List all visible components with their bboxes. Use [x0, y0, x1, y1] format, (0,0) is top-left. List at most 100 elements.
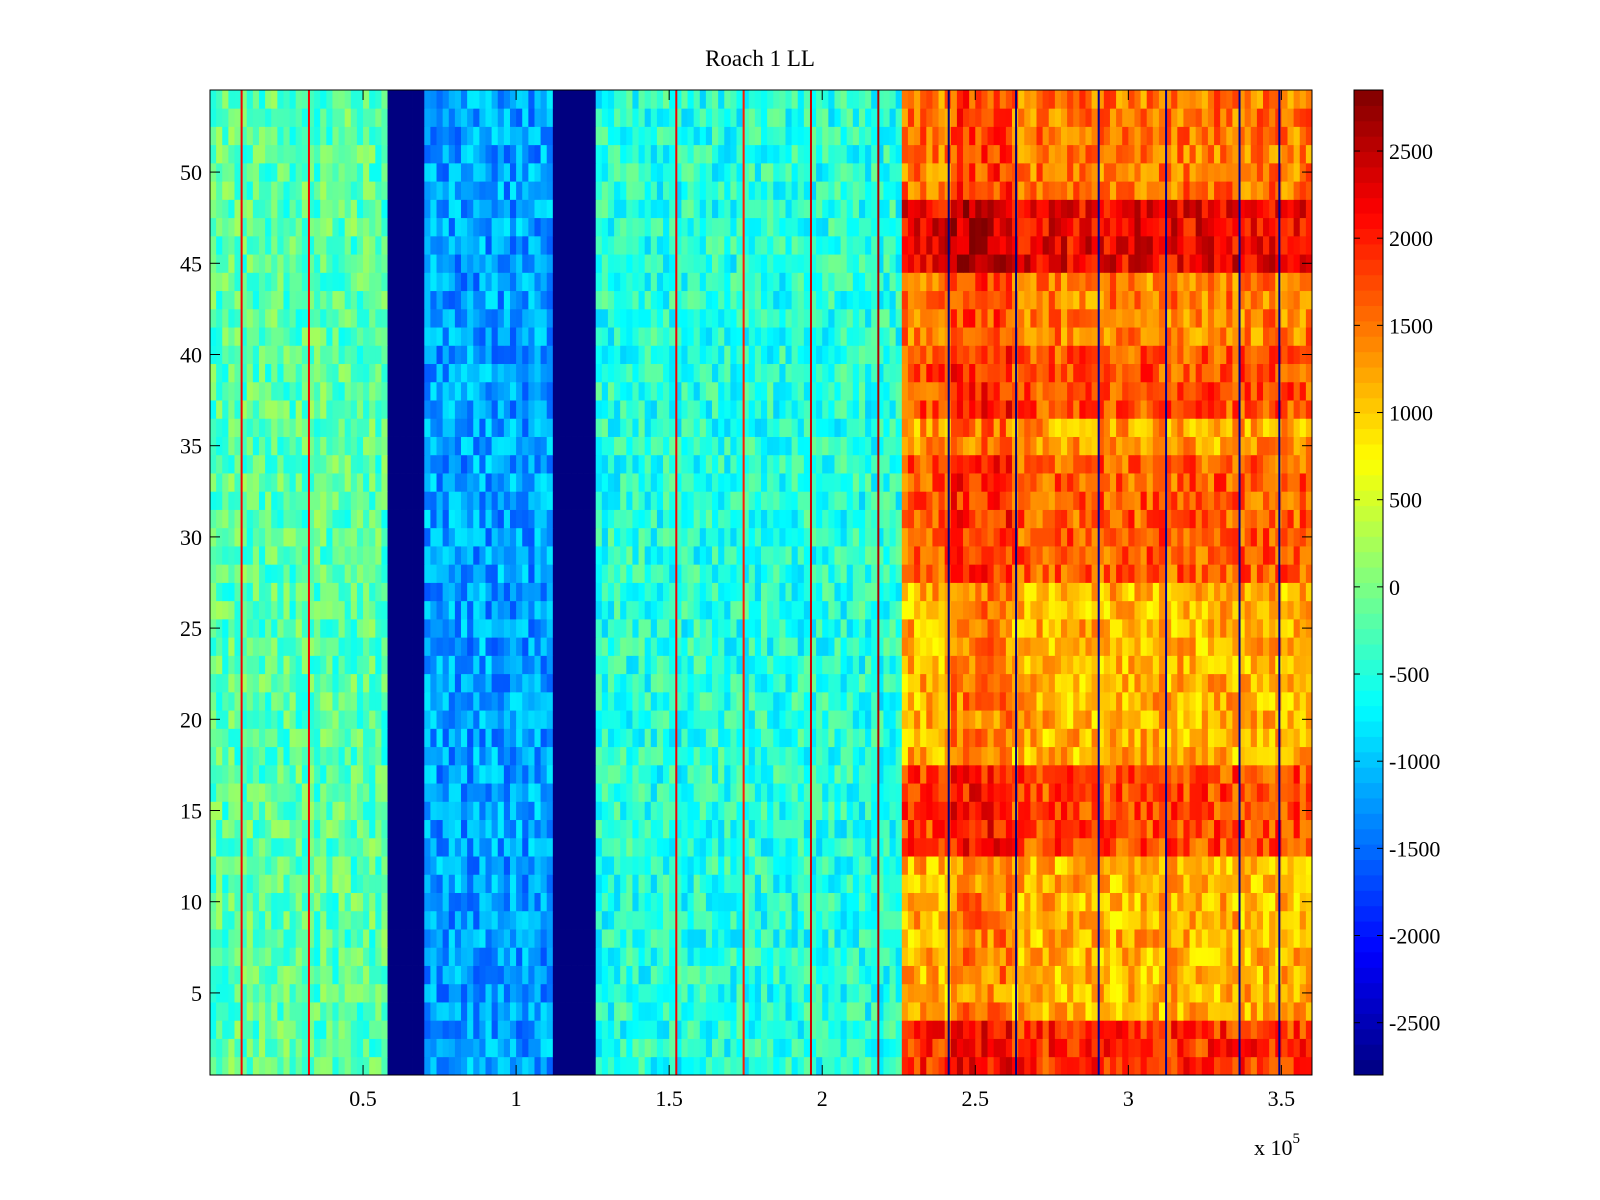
heatmap-cell [1293, 819, 1301, 839]
heatmap-cell [210, 837, 217, 857]
heatmap-cell [797, 947, 805, 966]
heatmap-cell [785, 983, 793, 1003]
heatmap-cell [1256, 637, 1264, 656]
heatmap-cell [724, 783, 731, 802]
heatmap-cell [1134, 801, 1141, 821]
heatmap-cell [1165, 618, 1172, 638]
heatmap-cell [803, 1002, 811, 1021]
heatmap-cell [993, 874, 1001, 893]
heatmap-cell [540, 856, 548, 875]
heatmap-cell [1103, 947, 1111, 966]
heatmap-cell [1207, 874, 1215, 893]
heatmap-cell [1287, 618, 1295, 638]
heatmap-cell [1005, 600, 1013, 620]
heatmap-cell [828, 1038, 835, 1058]
heatmap-cell [387, 564, 395, 583]
heatmap-cell [754, 819, 762, 839]
heatmap-cell [858, 910, 866, 930]
heatmap-cell [399, 655, 407, 675]
heatmap-cell [307, 764, 315, 784]
heatmap-cell [1109, 728, 1117, 748]
heatmap-cell [644, 710, 652, 729]
heatmap-cell [883, 983, 890, 1003]
heatmap-cell [693, 1038, 701, 1058]
heatmap-cell [1042, 1038, 1050, 1058]
heatmap-cell [222, 819, 229, 839]
heatmap-cell [1073, 1056, 1080, 1076]
heatmap-cell [1256, 819, 1264, 839]
heatmap-cell [601, 892, 609, 912]
heatmap-cell [228, 728, 235, 748]
heatmap-cell [803, 929, 811, 948]
heatmap-cell [558, 910, 566, 930]
heatmap-cell [1042, 874, 1050, 893]
heatmap-cell [454, 947, 462, 966]
heatmap-cell [265, 1056, 272, 1076]
heatmap-cell [877, 582, 884, 602]
heatmap-cell [375, 710, 382, 729]
heatmap-cell [522, 618, 529, 638]
heatmap-cell [595, 655, 603, 675]
heatmap-cell [1195, 837, 1203, 857]
heatmap-cell [846, 892, 854, 912]
heatmap-cell [558, 710, 566, 729]
heatmap-cell [730, 691, 737, 711]
heatmap-cell [338, 1056, 346, 1076]
heatmap-cell [1152, 582, 1160, 602]
heatmap-cell [601, 600, 609, 620]
heatmap-cell [454, 600, 462, 620]
heatmap-cell [497, 910, 505, 930]
heatmap-cell [901, 1020, 909, 1039]
heatmap-cell [534, 965, 541, 985]
heatmap-cell [485, 1038, 493, 1058]
heatmap-cell [228, 874, 235, 893]
heatmap-cell [473, 746, 480, 766]
heatmap-cell [963, 910, 970, 930]
heatmap-cell [1293, 746, 1301, 766]
heatmap-cell [552, 764, 560, 784]
heatmap-cell [950, 874, 958, 893]
heatmap-cell [252, 1038, 260, 1058]
heatmap-cell [920, 892, 927, 912]
heatmap-cell [552, 691, 560, 711]
heatmap-cell [234, 746, 242, 766]
heatmap-cell [534, 947, 541, 966]
heatmap-cell [950, 983, 958, 1003]
heatmap-cell [932, 1038, 939, 1058]
heatmap-cell [1226, 1020, 1233, 1039]
heatmap-cell [1214, 746, 1221, 766]
heatmap-cell [932, 1002, 939, 1021]
heatmap-cell [803, 673, 811, 693]
heatmap-cell [626, 783, 633, 802]
heatmap-cell [430, 764, 437, 784]
heatmap-cell [1042, 856, 1050, 875]
heatmap-cell [614, 764, 621, 784]
heatmap-cell [338, 710, 346, 729]
heatmap-cell [546, 783, 554, 802]
heatmap-cell [424, 1002, 431, 1021]
heatmap-cell [987, 892, 995, 912]
heatmap-cell [736, 691, 744, 711]
heatmap-cell [816, 673, 823, 693]
heatmap-cell [436, 637, 444, 656]
heatmap-cell [326, 892, 333, 912]
heatmap-cell [332, 618, 339, 638]
heatmap-cell [571, 764, 578, 784]
heatmap-cell [981, 947, 988, 966]
heatmap-cell [210, 582, 217, 602]
heatmap-cell [1183, 892, 1190, 912]
heatmap-cell [681, 983, 688, 1003]
heatmap-cell [424, 856, 431, 875]
heatmap-cell [932, 746, 939, 766]
heatmap-cell [326, 673, 333, 693]
heatmap-cell [1226, 1056, 1233, 1076]
heatmap-cell [381, 564, 388, 583]
heatmap-cell [363, 1002, 370, 1021]
heatmap-cell [1152, 1056, 1160, 1076]
heatmap-cell [785, 564, 793, 583]
heatmap-cell [1103, 673, 1111, 693]
heatmap-cell [1263, 691, 1270, 711]
heatmap-cell [638, 1056, 646, 1076]
heatmap-cell [436, 564, 444, 583]
heatmap-cell [583, 564, 590, 583]
